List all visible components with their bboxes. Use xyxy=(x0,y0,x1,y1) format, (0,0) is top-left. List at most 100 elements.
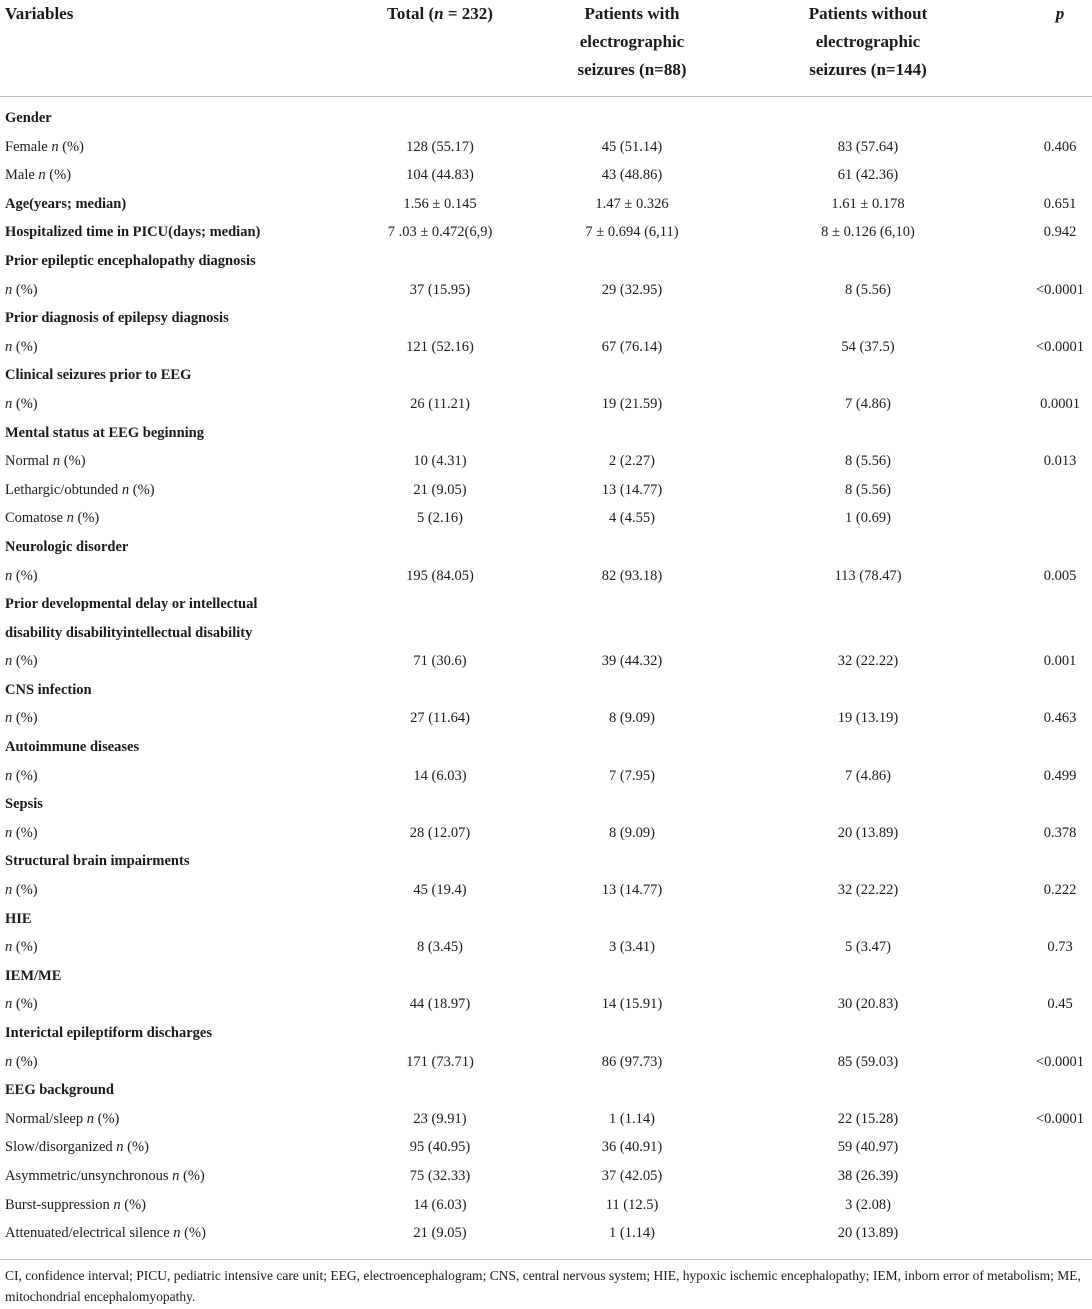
with-seizures-cell: 1.47 ± 0.326 xyxy=(595,195,669,212)
with-seizures-cell: 36 (40.91) xyxy=(601,1139,663,1156)
with-seizures-cell: 1 (1.14) xyxy=(609,1110,655,1127)
with-seizures-cell: 4 (4.55) xyxy=(609,510,655,527)
table-row: n (%) 28 (12.07) 8 (9.09) 20 (13.89) 0.378 xyxy=(0,819,1092,848)
section-row: HIE xyxy=(0,905,1092,934)
row-label-n: n xyxy=(5,1053,13,1070)
row-label-suffix: (%) xyxy=(73,510,100,527)
without-seizures-cell: 83 (57.64) xyxy=(837,138,899,155)
total-cell: 128 (55.17) xyxy=(406,138,474,155)
without-seizures-cell: 61 (42.36) xyxy=(837,167,899,184)
table-row: n (%) 8 (3.45) 3 (3.41) 5 (3.47) 0.73 xyxy=(0,933,1092,962)
without-seizures-cell: 3 (2.08) xyxy=(845,1196,891,1213)
row-label-n: n xyxy=(116,1139,124,1156)
row-label: Slow/disorganized n (%) xyxy=(5,1133,149,1161)
row-label: n (%) xyxy=(5,704,38,732)
row-label-suffix: (%) xyxy=(12,824,38,841)
with-seizures-cell: 7 ± 0.694 (6,11) xyxy=(585,224,679,241)
without-seizures-cell: 54 (37.5) xyxy=(841,338,895,355)
without-seizures-cell: 8 (5.56) xyxy=(845,453,891,470)
table-row: Male n (%) 104 (44.83) 43 (48.86) 61 (42.36… xyxy=(0,161,1092,190)
row-label-text: Normal xyxy=(5,453,53,470)
without-seizures-cell: 1 (0.69) xyxy=(845,510,891,527)
total-cell: 21 (9.05) xyxy=(413,1225,467,1242)
row-label-text: Normal/sleep xyxy=(5,1110,87,1127)
table-row: n (%) 44 (18.97) 14 (15.91) 30 (20.83) 0.45 xyxy=(0,990,1092,1019)
without-seizures-cell: 32 (22.22) xyxy=(837,882,899,899)
table-row: Normal n (%) 10 (4.31) 2 (2.27) 8 (5.56) 0.0… xyxy=(0,447,1092,476)
row-label: Asymmetric/unsynchronous n (%) xyxy=(5,1162,205,1190)
total-cell: 5 (2.16) xyxy=(417,510,463,527)
row-label: Normal n (%) xyxy=(5,447,86,475)
section-row: Neurologic disorder xyxy=(0,533,1092,562)
table-row: Hospitalized time in PICU(days; median) 7… xyxy=(0,218,1092,247)
p-value-cell: 0.378 xyxy=(1043,824,1077,841)
total-cell: 104 (44.83) xyxy=(406,167,474,184)
p-value-cell: 0.005 xyxy=(1043,567,1077,584)
with-seizures-cell: 67 (76.14) xyxy=(601,338,663,355)
table-row: n (%) 171 (73.71) 86 (97.73) 85 (59.03) <0.0… xyxy=(0,1048,1092,1077)
section-row: Structural brain impairments xyxy=(0,847,1092,876)
row-label-n: n xyxy=(52,453,61,470)
row-label: n (%) xyxy=(5,933,38,961)
row-label-suffix: (%) xyxy=(12,281,38,298)
row-label: Prior developmental delay or intellectua… xyxy=(5,596,258,613)
with-seizures-cell: 11 (12.5) xyxy=(605,1196,659,1213)
without-seizures-cell: 5 (3.47) xyxy=(845,939,891,956)
p-value-cell: 0.406 xyxy=(1043,138,1077,155)
without-seizures-cell: 38 (26.39) xyxy=(837,1167,899,1184)
row-label-suffix: (%) xyxy=(12,710,38,727)
row-label: Sepsis xyxy=(5,796,43,813)
total-cell: 21 (9.05) xyxy=(413,481,467,498)
without-seizures-cell: 7 (4.86) xyxy=(845,767,891,784)
table-footnote: CI, confidence interval; PICU, pediatric… xyxy=(5,1268,1081,1304)
row-label: n (%) xyxy=(5,333,38,361)
with-seizures-cell: 19 (21.59) xyxy=(601,395,663,412)
header-total: Total (n = 232) xyxy=(328,0,552,28)
row-label-suffix: (%) xyxy=(12,996,38,1013)
row-label-n: n xyxy=(172,1167,180,1184)
row-label-n: n xyxy=(66,510,74,527)
header-with-line: Patients with xyxy=(584,4,680,23)
without-seizures-cell: 85 (59.03) xyxy=(837,1053,899,1070)
row-label: n (%) xyxy=(5,819,38,847)
total-cell: 23 (9.91) xyxy=(413,1110,467,1127)
row-label: Attenuated/electrical silence n (%) xyxy=(5,1219,206,1247)
row-label-n: n xyxy=(5,338,13,355)
row-label: n (%) xyxy=(5,647,38,675)
row-label-n: n xyxy=(5,653,13,670)
total-cell: 71 (30.6) xyxy=(413,653,467,670)
p-value-cell: <0.0001 xyxy=(1035,1053,1085,1070)
row-label: Interictal epileptiform discharges xyxy=(5,1025,212,1041)
row-label-n: n xyxy=(5,939,13,956)
row-label: Male n (%) xyxy=(5,161,71,189)
header-with-line: seizures (n=88) xyxy=(577,60,687,79)
with-seizures-cell: 14 (15.91) xyxy=(601,996,663,1013)
row-label-n: n xyxy=(5,710,13,727)
row-label-suffix: (%) xyxy=(60,453,86,470)
header-with-line: electrographic xyxy=(579,32,685,51)
row-label: Normal/sleep n (%) xyxy=(5,1105,119,1133)
total-cell: 14 (6.03) xyxy=(413,767,467,784)
p-value-cell: 0.013 xyxy=(1043,453,1077,470)
row-label-suffix: (%) xyxy=(180,1225,206,1242)
row-label: Burst-suppression n (%) xyxy=(5,1191,146,1219)
row-label-n: n xyxy=(5,767,13,784)
section-row: Prior epileptic encephalopathy diagnosis xyxy=(0,247,1092,276)
total-cell: 10 (4.31) xyxy=(413,453,467,470)
row-label-n: n xyxy=(113,1196,121,1213)
total-cell: 171 (73.71) xyxy=(406,1053,474,1070)
row-label-text: Lethargic/obtunded xyxy=(5,481,122,498)
header-variables: Variables xyxy=(5,4,74,23)
with-seizures-cell: 13 (14.77) xyxy=(601,481,663,498)
table-row: Normal/sleep n (%) 23 (9.91) 1 (1.14) 22 (1… xyxy=(0,1105,1092,1134)
row-label: n (%) xyxy=(5,562,38,590)
row-label-text: Slow/disorganized xyxy=(5,1139,117,1156)
row-label: CNS infection xyxy=(5,681,92,698)
p-value-cell: 0.001 xyxy=(1043,653,1077,670)
row-label: n (%) xyxy=(5,990,38,1018)
section-row: Mental status at EEG beginning xyxy=(0,419,1092,448)
without-seizures-cell: 8 (5.56) xyxy=(845,281,891,298)
p-value-cell: 0.499 xyxy=(1043,767,1077,784)
row-label-suffix: (%) xyxy=(12,1053,38,1070)
without-seizures-cell: 20 (13.89) xyxy=(837,1225,899,1242)
